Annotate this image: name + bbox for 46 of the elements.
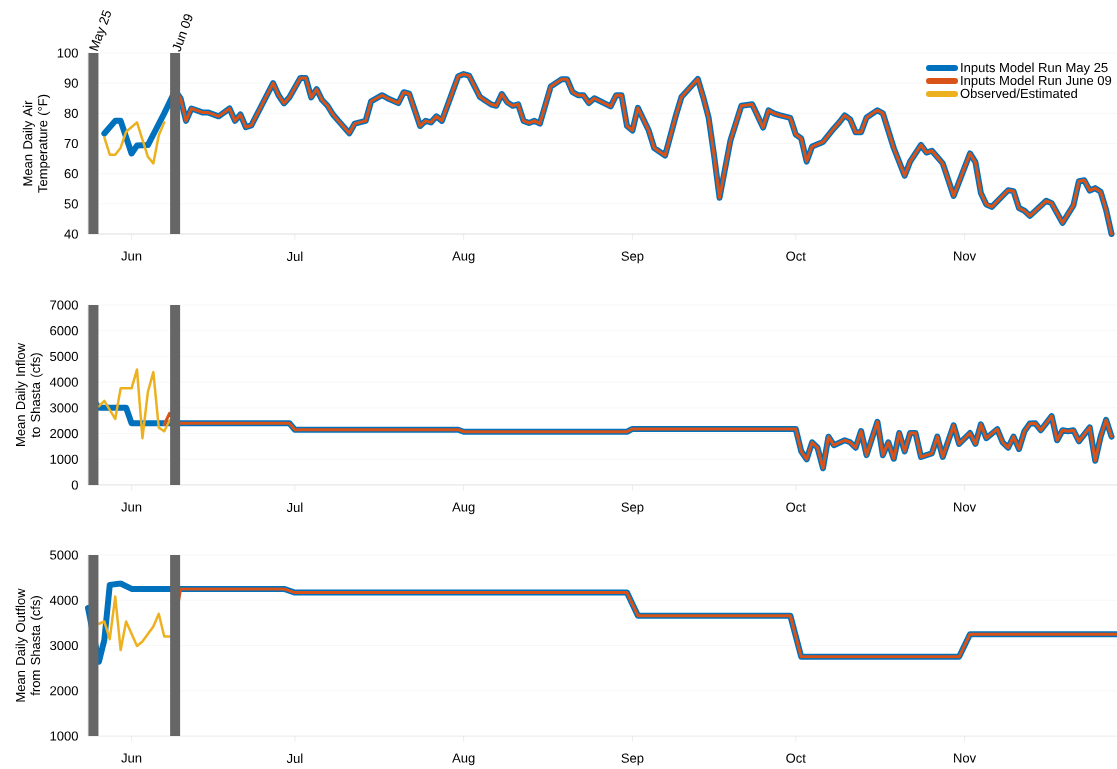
ref-line-label: May 25 [89,9,111,52]
x-tick-label: Jul [286,753,303,764]
x-tick-label: Nov [954,502,977,512]
x-tick-label: Oct [786,502,806,512]
y-tick-label: 90 [64,78,78,88]
y-tick-label: 3000 [50,640,78,651]
x-tick-label: Jun [121,753,142,763]
y-axis-title: Mean Daily Outflow from Shasta (cfs) [15,588,43,702]
y-tick-label: 80 [64,108,78,118]
x-tick-label: Nov [954,753,977,763]
y-tick-label: 7000 [50,300,78,310]
y-tick-label: 70 [64,138,78,149]
y-axis-title: Mean Daily Inflow to Shasta (cfs) [15,342,43,446]
x-tick-label: Sep [621,502,644,515]
legend-label: Observed/Estimated [960,88,1077,99]
y-tick-label: 60 [64,169,78,179]
x-tick-label: Aug [452,753,475,766]
x-tick-label: Jun [121,251,142,261]
x-tick-label: Sep [621,753,644,766]
y-tick-label: 40 [64,229,78,239]
y-tick-label: 2000 [50,428,78,439]
legend-label: Inputs Model Run May 25 [961,62,1108,75]
x-tick-label: Jun [121,502,142,512]
y-tick-label: 1000 [50,454,78,464]
ref-line-label: Jun 09 [172,14,193,52]
y-tick-label: 0 [71,480,78,490]
x-tick-label: Aug [452,502,475,515]
y-tick-label: 4000 [49,595,78,605]
y-tick-label: 2000 [50,686,78,696]
x-tick-label: Jul [286,251,303,262]
x-tick-label: Oct [786,251,806,261]
x-tick-label: Aug [452,251,475,264]
x-tick-label: Sep [621,251,644,264]
legend-label: Inputs Model Run June 09 [961,75,1112,88]
y-tick-label: 4000 [49,377,78,387]
y-tick-label: 100 [57,48,78,58]
y-tick-label: 6000 [50,326,78,336]
y-tick-label: 50 [64,199,78,209]
y-axis-title: Mean Daily Air Temperature (°F) [22,94,50,193]
y-tick-label: 5000 [50,351,78,362]
x-tick-label: Jul [286,502,303,513]
x-tick-label: Oct [786,753,806,763]
y-tick-label: 5000 [50,550,78,560]
y-tick-label: 1000 [50,731,78,741]
y-tick-label: 3000 [50,403,78,413]
x-tick-label: Nov [954,251,977,261]
